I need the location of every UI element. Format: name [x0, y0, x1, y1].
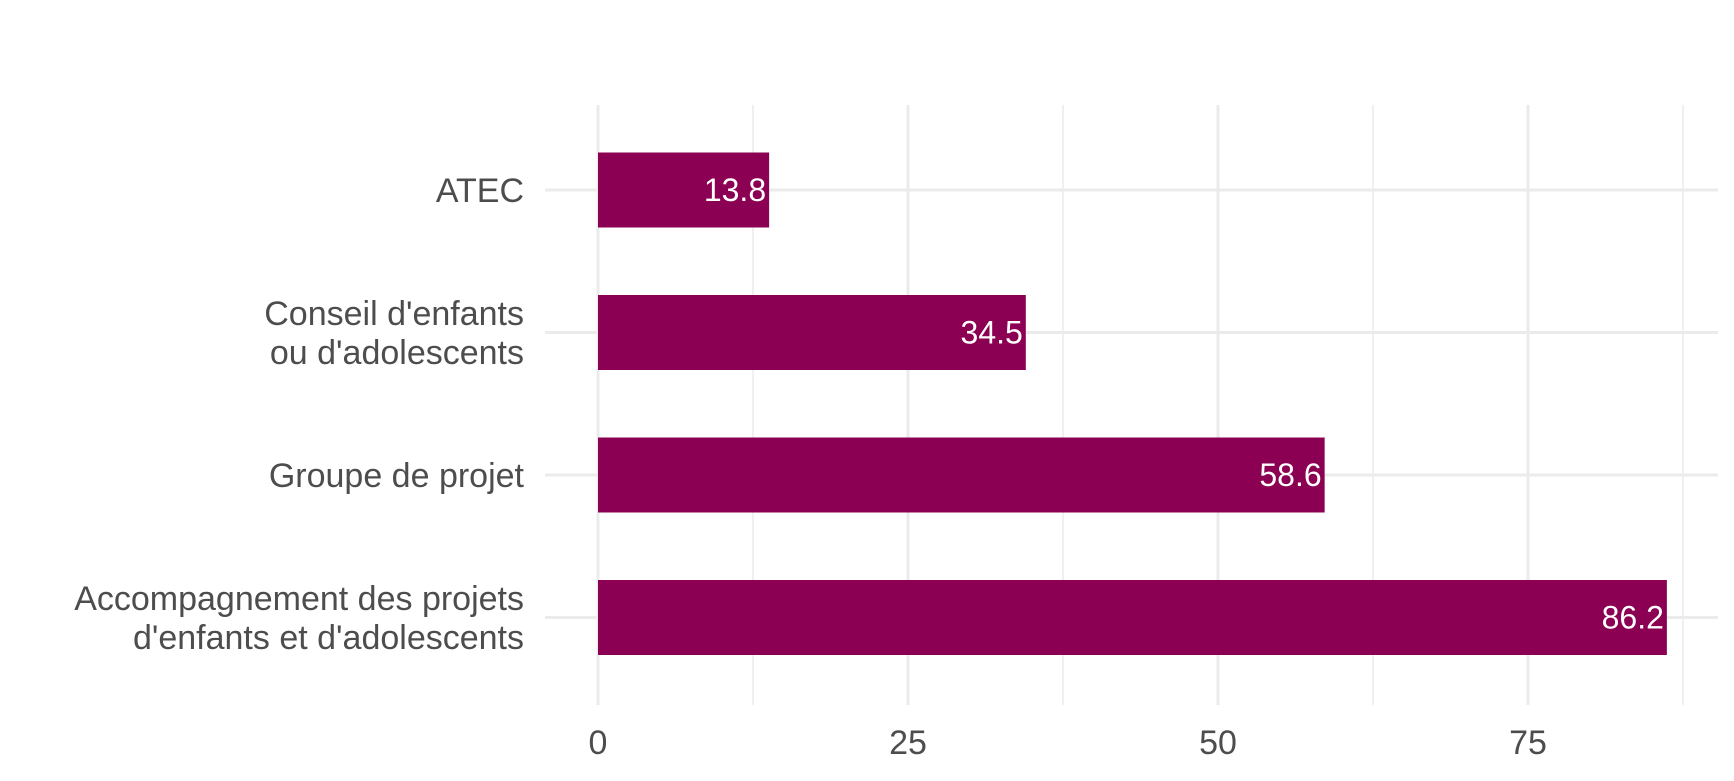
- bar: [598, 437, 1325, 513]
- bar: [598, 580, 1667, 655]
- y-category-label: Groupe de projet: [269, 457, 525, 495]
- x-tick-label: 0: [589, 724, 608, 762]
- bars: [598, 152, 1667, 655]
- bar: [598, 295, 1026, 370]
- bar-value-label: 58.6: [1259, 457, 1321, 493]
- bar-value-label: 13.8: [704, 172, 766, 208]
- value-labels: 13.8 34.5 58.6 86.2: [704, 172, 1664, 636]
- x-tick-label: 75: [1509, 724, 1547, 762]
- bar: [598, 152, 770, 228]
- x-tick-label: 50: [1199, 724, 1237, 762]
- bar-value-label: 34.5: [961, 315, 1023, 351]
- x-tick-label: 25: [889, 724, 927, 762]
- y-category-label: ou d'adolescents: [270, 334, 524, 372]
- y-category-label: ATEC: [436, 172, 524, 210]
- bar-value-label: 86.2: [1602, 600, 1664, 636]
- y-category-label: Conseil d'enfants: [264, 295, 524, 333]
- y-category-label: d'enfants et d'adolescents: [133, 619, 524, 657]
- x-axis-tick-labels: 0 25 50 75: [589, 724, 1547, 762]
- y-category-label: Accompagnement des projets: [74, 580, 524, 618]
